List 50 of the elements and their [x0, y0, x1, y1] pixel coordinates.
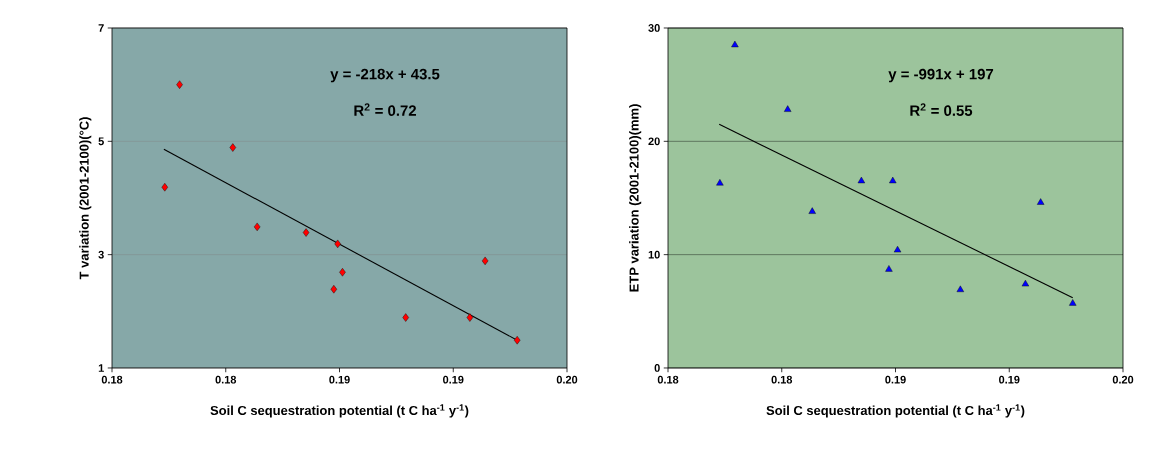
point: [334, 239, 341, 249]
y-tick-label: 20: [648, 137, 660, 146]
point: [302, 228, 310, 237]
y-tick-label: 3: [98, 250, 104, 259]
point: [1037, 198, 1045, 205]
y-tick-label: 5: [98, 137, 104, 146]
x-tick-label: 0.20: [1112, 375, 1134, 384]
x-tick-label: 0.19: [999, 375, 1020, 384]
point: [161, 183, 168, 192]
point: [885, 265, 893, 272]
y-axis-title: T variation (2001-2100)(°C): [79, 117, 92, 280]
point: [716, 179, 724, 186]
annotation: y = -218x + 43.5: [330, 68, 440, 83]
point: [784, 105, 792, 112]
point: [808, 207, 816, 214]
point: [1021, 279, 1030, 287]
point: [889, 176, 897, 184]
point: [402, 313, 409, 322]
x-tick-label: 0.18: [771, 375, 793, 384]
point: [956, 285, 964, 292]
point: [857, 176, 866, 184]
x-tick-label: 0.19: [443, 375, 464, 384]
point: [176, 80, 183, 89]
point: [330, 285, 338, 294]
y-tick-label: 0: [654, 364, 660, 372]
x-axis-title: Soil C sequestration potential (t C ha$^{-1}$ y$^{-1}$): [210, 404, 469, 418]
x-tick-label: 0.18: [101, 375, 123, 384]
point: [731, 40, 739, 48]
point: [514, 336, 521, 345]
annotation: R$^{2}$ = 0.72: [354, 103, 416, 116]
point: [339, 268, 346, 277]
point: [253, 222, 261, 232]
point: [893, 245, 902, 253]
x-tick-label: 0.19: [329, 375, 350, 384]
y-tick-label: 1: [98, 364, 104, 372]
x-axis-title: Soil C sequestration potential (t C ha$^{-1}$ y$^{-1}$): [766, 404, 1025, 418]
y-axis-title: ETP variation (2001-2100)(mm): [629, 104, 642, 292]
x-tick-label: 0.20: [556, 375, 578, 384]
point: [229, 143, 236, 152]
x-tick-label: 0.19: [885, 375, 906, 384]
annotation: R$^{2}$ = 0.55: [910, 103, 973, 116]
y-tick-label: 30: [648, 24, 660, 32]
x-tick-label: 0.18: [215, 375, 237, 384]
point: [1069, 299, 1077, 306]
x-tick-label: 0.18: [657, 375, 679, 384]
y-tick-label: 7: [98, 24, 104, 32]
point: [466, 313, 474, 322]
point: [481, 256, 489, 266]
y-tick-label: 10: [648, 250, 660, 259]
annotation: y = -991x + 197: [888, 68, 994, 83]
